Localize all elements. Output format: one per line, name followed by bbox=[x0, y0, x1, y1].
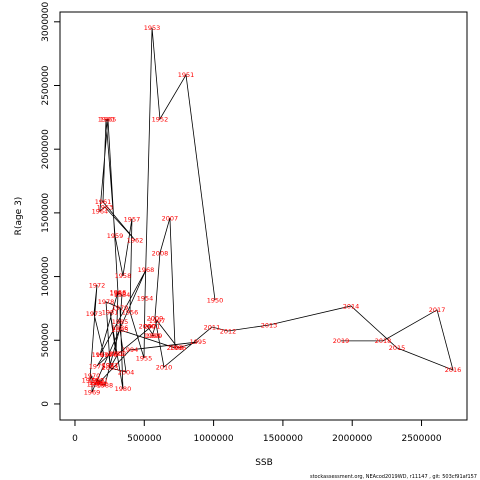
x-tick-label: 500000 bbox=[127, 434, 162, 444]
y-tick-label: 1500000 bbox=[41, 193, 51, 233]
y-axis-label: R(age 3) bbox=[14, 197, 24, 236]
point-label: 2013 bbox=[261, 321, 278, 329]
point-label: 1993 bbox=[90, 380, 107, 388]
point-label: 1966 bbox=[110, 288, 127, 296]
point-label: 1985 bbox=[112, 318, 129, 326]
point-label: 1965 bbox=[100, 115, 117, 123]
point-label: 2018 bbox=[375, 337, 392, 345]
point-label: 1967 bbox=[92, 351, 109, 359]
point-label: 1987 bbox=[102, 361, 119, 369]
point-label: 1954 bbox=[137, 294, 154, 302]
point-label: 1951 bbox=[178, 71, 195, 79]
y-tick-label: 2000000 bbox=[41, 129, 51, 169]
footer: stockassessment.org, NEAcod2019WD, r1114… bbox=[310, 474, 477, 480]
point-label: 2002 bbox=[110, 350, 127, 358]
point-label: 2014 bbox=[343, 302, 360, 310]
point-label: 2017 bbox=[429, 306, 446, 314]
point-label: 1994 bbox=[122, 346, 139, 354]
point-label: 1973 bbox=[86, 310, 103, 318]
point-label: 1978 bbox=[98, 298, 115, 306]
point-label: 2006 bbox=[167, 344, 184, 352]
point-label: 1962 bbox=[127, 236, 144, 244]
point-label: 2019 bbox=[333, 337, 350, 345]
point-label: 1974 bbox=[96, 351, 113, 359]
x-tick-label: 0 bbox=[72, 434, 78, 444]
point-label: 1990 bbox=[87, 380, 104, 388]
point-label: 1980 bbox=[115, 385, 132, 393]
plot-frame bbox=[59, 11, 468, 421]
point-label: 1976 bbox=[101, 351, 118, 359]
x-axis-label: SSB bbox=[255, 458, 273, 468]
point-label: 1984 bbox=[114, 291, 131, 299]
point-label: 1953 bbox=[144, 24, 161, 32]
point-label: 2010 bbox=[156, 363, 173, 371]
x-tick-label: 2500000 bbox=[401, 434, 441, 444]
y-tick-label: 2500000 bbox=[41, 65, 51, 105]
point-label: 1957 bbox=[124, 215, 141, 223]
point-label: 1992 bbox=[88, 376, 105, 384]
point-label: 1989 bbox=[89, 379, 106, 387]
point-label: 1995 bbox=[190, 338, 207, 346]
point-label: 2008 bbox=[152, 249, 169, 257]
point-label: 1955 bbox=[136, 354, 153, 362]
point-label: 1999 bbox=[146, 332, 163, 340]
trajectory-line bbox=[89, 27, 454, 393]
point-label: 2004 bbox=[118, 368, 135, 376]
point-label: 2015 bbox=[389, 344, 406, 352]
x-tick-label: 2000000 bbox=[332, 434, 372, 444]
y-tick-label: 0 bbox=[41, 401, 51, 407]
y-tick-label: 1000000 bbox=[41, 256, 51, 296]
point-label: 1950 bbox=[207, 296, 224, 304]
point-label: 1982 bbox=[108, 350, 125, 358]
point-label: 1986 bbox=[112, 324, 129, 332]
point-label: 1970 bbox=[84, 372, 101, 380]
point-label: 2003 bbox=[102, 364, 119, 372]
point-label: 1977 bbox=[102, 361, 119, 369]
point-label: 1958 bbox=[115, 272, 132, 280]
point-label: 2012 bbox=[220, 327, 237, 335]
y-tick-label: 3000000 bbox=[41, 1, 51, 41]
point-label: 1983 bbox=[110, 289, 127, 297]
point-label: 2005 bbox=[112, 326, 129, 334]
point-label: 1960 bbox=[98, 115, 115, 123]
point-label: 1996 bbox=[170, 344, 187, 352]
point-label: 1959 bbox=[107, 232, 124, 240]
point-label: 1979 bbox=[112, 304, 129, 312]
point-label: 1961 bbox=[95, 198, 112, 206]
point-label: 1963 bbox=[97, 203, 114, 211]
point-label: 1968 bbox=[138, 266, 155, 274]
point-label: 1981 bbox=[102, 308, 119, 316]
point-label: 1991 bbox=[92, 377, 109, 385]
point-label: 1969 bbox=[84, 388, 101, 396]
point-label: 1975 bbox=[89, 362, 106, 370]
point-label: 2016 bbox=[445, 366, 462, 374]
point-label: 2001 bbox=[144, 322, 161, 330]
point-label: 1971 bbox=[82, 376, 99, 384]
point-label: 1952 bbox=[152, 115, 169, 123]
x-tick-label: 1500000 bbox=[263, 434, 303, 444]
point-label: 2011 bbox=[204, 323, 221, 331]
point-label: 1988 bbox=[97, 381, 114, 389]
point-label: 1997 bbox=[149, 317, 166, 325]
point-label: 1964 bbox=[92, 207, 109, 215]
point-label: 1972 bbox=[89, 281, 106, 289]
point-label: 1956 bbox=[122, 308, 139, 316]
point-label: 2009 bbox=[147, 314, 164, 322]
point-label: 2000 bbox=[139, 322, 156, 330]
x-tick-label: 1000000 bbox=[194, 434, 234, 444]
point-label: 1998 bbox=[144, 332, 161, 340]
y-tick-label: 500000 bbox=[41, 323, 51, 358]
point-label: 2007 bbox=[162, 214, 179, 222]
